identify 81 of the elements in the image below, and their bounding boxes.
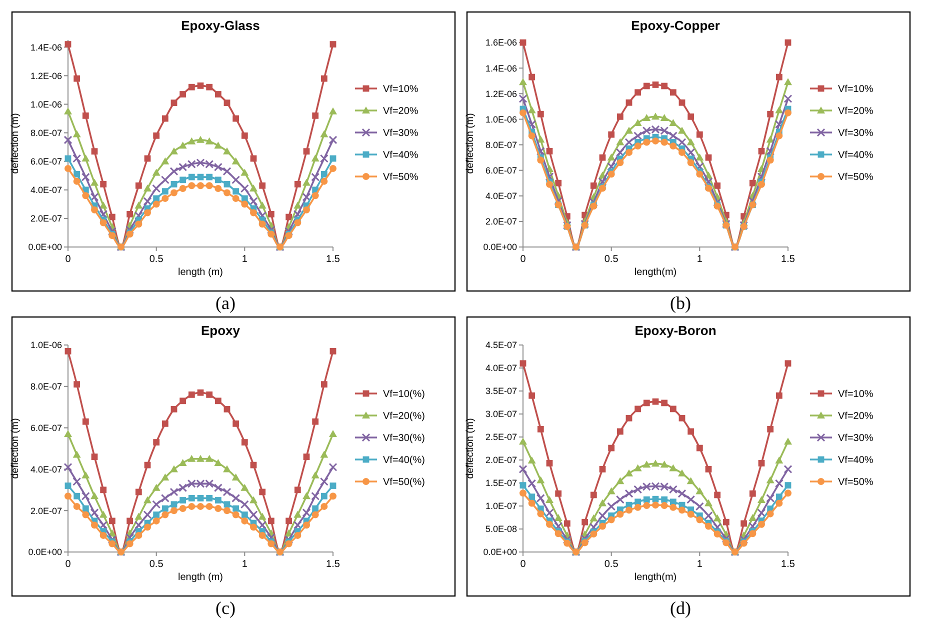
x-tick-label: 1.5 bbox=[781, 559, 796, 570]
x-tick-label: 0.5 bbox=[604, 254, 619, 265]
y-tick-label: 0.0E+00 bbox=[483, 547, 517, 558]
legend-label: Vf=30% bbox=[838, 128, 874, 139]
x-axis-title: length(m) bbox=[634, 267, 677, 278]
y-tick-label: 1.2E-06 bbox=[30, 70, 62, 81]
y-tick-label: 0.0E+00 bbox=[28, 547, 62, 558]
x-tick-label: 1.5 bbox=[326, 559, 340, 570]
x-tick-label: 0 bbox=[65, 254, 72, 265]
x-tick-label: 1 bbox=[242, 559, 248, 570]
chart-title: Epoxy bbox=[200, 323, 241, 338]
x-tick-label: 0 bbox=[65, 559, 72, 570]
y-tick-label: 4.0E-07 bbox=[485, 363, 517, 374]
x-axis-title: length(m) bbox=[634, 572, 677, 583]
legend-label: Vf=30% bbox=[838, 433, 874, 444]
y-tick-label: 8.0E-07 bbox=[30, 382, 62, 392]
y-tick-label: 4.5E-07 bbox=[485, 340, 517, 350]
y-tick-label: 1.6E-06 bbox=[485, 38, 517, 48]
y-tick-label: 2.0E-07 bbox=[485, 216, 517, 227]
legend-label: Vf=50(%) bbox=[383, 477, 425, 488]
text: (d) bbox=[670, 598, 691, 618]
y-tick-label: 1.0E-06 bbox=[30, 99, 62, 110]
x-tick-label: 1 bbox=[696, 254, 703, 265]
y-tick-label: 2.5E-07 bbox=[485, 432, 517, 442]
y-tick-label: 3.0E-07 bbox=[485, 409, 517, 420]
legend-label: Vf=30% bbox=[383, 128, 418, 139]
x-axis-title: length (m) bbox=[178, 572, 224, 583]
x-tick-label: 1.5 bbox=[326, 254, 340, 265]
y-tick-label: 6.0E-07 bbox=[485, 165, 517, 176]
legend-label: Vf=30(%) bbox=[383, 433, 425, 444]
legend-label: Vf=20% bbox=[838, 411, 874, 422]
y-tick-label: 2.0E-07 bbox=[30, 214, 62, 224]
x-tick-label: 1 bbox=[242, 254, 248, 265]
y-tick-label: 4.0E-07 bbox=[30, 185, 62, 196]
x-tick-label: 0.5 bbox=[149, 559, 164, 570]
y-tick-label: 6.0E-07 bbox=[30, 422, 62, 433]
y-tick-label: 1.4E-06 bbox=[30, 42, 62, 52]
text: (b) bbox=[670, 293, 691, 313]
y-tick-label: 0.0E+00 bbox=[28, 242, 62, 252]
legend-label: Vf=40(%) bbox=[383, 455, 425, 466]
legend-label: Vf=40% bbox=[838, 455, 874, 466]
chart-title: Epoxy-Boron bbox=[634, 323, 716, 338]
legend-label: Vf=50% bbox=[383, 172, 418, 183]
y-tick-label: 1.0E-06 bbox=[485, 114, 517, 124]
x-axis-title: length (m) bbox=[178, 267, 224, 278]
y-tick-label: 8.0E-07 bbox=[485, 140, 517, 150]
y-tick-label: 4.0E-07 bbox=[30, 464, 62, 474]
x-tick-label: 0 bbox=[520, 559, 526, 570]
legend-label: Vf=10% bbox=[838, 389, 874, 400]
x-tick-label: 0 bbox=[520, 254, 526, 265]
x-tick-label: 0.5 bbox=[604, 559, 619, 570]
x-tick-label: 0.5 bbox=[149, 254, 164, 265]
legend-label: Vf=50% bbox=[838, 477, 874, 488]
y-tick-label: 1.0E-06 bbox=[30, 340, 62, 350]
x-tick-label: 1.5 bbox=[781, 254, 796, 265]
y-tick-label: 1.5E-07 bbox=[485, 478, 517, 488]
y-tick-label: 1.2E-06 bbox=[485, 88, 517, 99]
y-tick-label: 5.0E-08 bbox=[485, 524, 517, 534]
text: (a) bbox=[216, 293, 236, 313]
x-tick-label: 1 bbox=[696, 559, 703, 570]
y-tick-label: 6.0E-07 bbox=[30, 156, 62, 166]
legend-label: Vf=10% bbox=[838, 84, 874, 95]
legend-label: Vf=20% bbox=[383, 106, 418, 117]
legend-label: Vf=50% bbox=[838, 172, 874, 183]
legend-label: Vf=10% bbox=[383, 84, 418, 95]
legend-label: Vf=20(%) bbox=[383, 411, 425, 422]
text: (c) bbox=[216, 598, 236, 618]
legend-label: Vf=40% bbox=[838, 150, 874, 161]
chart-title: Epoxy-Copper bbox=[631, 18, 720, 33]
y-tick-label: 1.0E-07 bbox=[485, 501, 517, 512]
y-tick-label: 3.5E-07 bbox=[485, 386, 517, 396]
y-tick-label: 0.0E+00 bbox=[483, 242, 517, 252]
legend-label: Vf=10(%) bbox=[383, 389, 425, 400]
y-tick-label: 2.0E-07 bbox=[485, 455, 517, 466]
legend-label: Vf=20% bbox=[838, 106, 874, 117]
y-tick-label: 2.0E-07 bbox=[30, 506, 62, 516]
y-tick-label: 8.0E-07 bbox=[30, 128, 62, 138]
chart-title: Epoxy-Glass bbox=[181, 18, 260, 33]
y-tick-label: 1.4E-06 bbox=[485, 63, 517, 74]
legend-label: Vf=40% bbox=[383, 150, 418, 161]
y-tick-label: 4.0E-07 bbox=[485, 191, 517, 202]
